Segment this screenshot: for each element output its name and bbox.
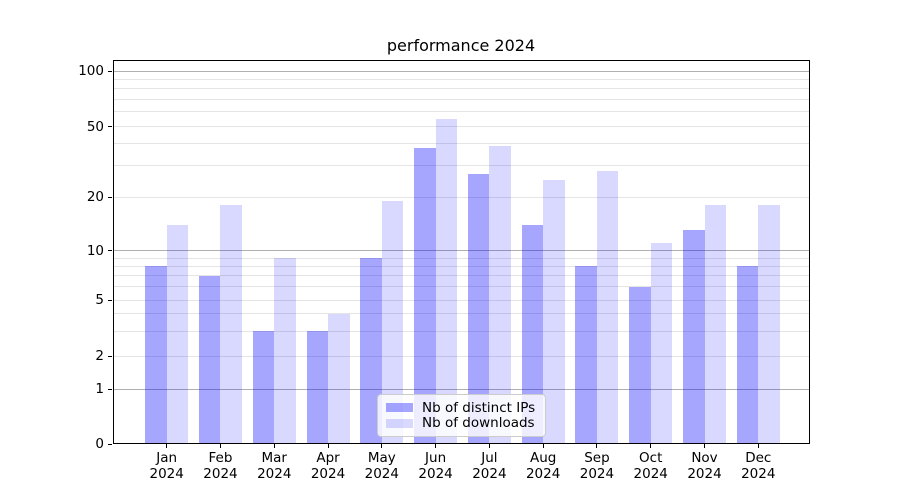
plot-area: [112, 60, 810, 445]
y-tick-label: 2: [95, 348, 104, 364]
bar-distinct-ips-mar: [252, 331, 275, 444]
minor-gridline: [112, 99, 810, 101]
minor-gridline: [112, 355, 810, 357]
minor-gridline: [112, 286, 810, 288]
bar-downloads-dec: [758, 205, 780, 444]
bar-downloads-jun: [435, 118, 458, 444]
legend-item-distinct-ips: Nb of distinct IPs: [386, 401, 537, 415]
x-tick-label: Sep 2024: [579, 450, 615, 482]
x-tick-label: Nov 2024: [687, 450, 722, 482]
minor-gridline: [112, 265, 810, 267]
x-tick-mark: [273, 444, 275, 448]
x-tick-label: Oct 2024: [633, 450, 668, 482]
x-tick-label: Mar 2024: [257, 450, 292, 482]
x-tick-label: Jan 2024: [149, 450, 184, 482]
bar-downloads-jul: [489, 145, 511, 444]
bar-distinct-ips-jun: [414, 147, 436, 444]
legend-label-downloads: Nb of downloads: [422, 415, 535, 432]
bar-downloads-feb: [220, 205, 242, 444]
y-tick-label: 100: [78, 63, 104, 79]
legend-label-distinct-ips: Nb of distinct IPs: [422, 399, 536, 416]
bar-downloads-may: [381, 200, 404, 444]
y-tick-mark: [108, 126, 112, 127]
chart-title: performance 2024: [386, 36, 536, 55]
x-tick-label: Aug 2024: [525, 450, 561, 482]
legend-swatch-distinct-ips: [386, 403, 413, 413]
bar-downloads-jan: [166, 224, 189, 444]
bar-downloads-oct: [650, 243, 673, 444]
minor-gridline: [112, 88, 810, 90]
minor-gridline: [112, 111, 810, 113]
bar-distinct-ips-apr: [306, 331, 329, 444]
bar-distinct-ips-dec: [736, 266, 759, 444]
bar-distinct-ips-aug: [521, 224, 544, 444]
minor-gridline: [112, 165, 810, 167]
bar-downloads-apr: [328, 313, 350, 444]
bar-distinct-ips-sep: [575, 266, 597, 444]
x-tick-mark: [596, 444, 598, 448]
bar-distinct-ips-nov: [683, 230, 705, 444]
x-tick-mark: [488, 444, 490, 448]
major-gridline: [112, 250, 810, 251]
x-tick-mark: [381, 444, 383, 448]
bar-downloads-nov: [704, 205, 726, 444]
y-tick-label: 50: [86, 118, 104, 135]
minor-gridline: [112, 257, 810, 259]
minor-gridline: [112, 330, 810, 332]
y-tick-mark: [108, 196, 112, 198]
y-tick-label: 20: [86, 189, 104, 205]
minor-gridline: [112, 299, 810, 301]
y-tick-label: 1: [95, 381, 104, 397]
bar-downloads-aug: [543, 179, 565, 444]
y-tick-label: 0: [95, 436, 104, 452]
x-tick-label: Feb 2024: [203, 450, 238, 482]
bar-distinct-ips-jan: [145, 266, 167, 444]
x-tick-mark: [757, 444, 759, 448]
minor-gridline: [112, 275, 810, 277]
legend-swatch-downloads: [386, 418, 413, 428]
x-tick-mark: [650, 444, 652, 448]
x-tick-mark: [704, 444, 705, 448]
y-tick-mark: [108, 299, 112, 301]
legend-item-downloads: Nb of downloads: [386, 416, 537, 430]
legend: Nb of distinct IPs Nb of downloads: [377, 394, 546, 437]
x-tick-label: Apr 2024: [310, 450, 346, 482]
x-tick-label: Dec 2024: [741, 450, 776, 482]
x-tick-label: Jun 2024: [418, 450, 453, 482]
minor-gridline: [112, 313, 810, 315]
minor-gridline: [112, 78, 810, 80]
y-tick-mark: [108, 388, 112, 390]
bar-distinct-ips-may: [360, 258, 382, 444]
y-tick-label: 10: [86, 242, 104, 259]
x-tick-mark: [435, 444, 437, 448]
x-tick-mark: [327, 444, 329, 448]
x-tick-mark: [219, 444, 221, 448]
y-tick-mark: [108, 443, 112, 445]
x-tick-mark: [166, 444, 168, 448]
x-tick-label: May 2024: [364, 450, 399, 482]
y-tick-mark: [108, 355, 112, 357]
bar-distinct-ips-jul: [467, 173, 490, 444]
minor-gridline: [112, 143, 810, 145]
x-tick-label: Jul 2024: [472, 450, 507, 482]
major-gridline: [112, 70, 810, 72]
bar-downloads-mar: [274, 258, 296, 444]
bar-distinct-ips-feb: [198, 275, 221, 444]
x-tick-mark: [542, 444, 544, 448]
y-tick-mark: [108, 70, 112, 72]
minor-gridline: [112, 126, 810, 127]
y-tick-label: 5: [95, 292, 104, 308]
major-gridline: [112, 388, 810, 390]
bar-distinct-ips-oct: [629, 286, 651, 444]
minor-gridline: [112, 196, 810, 198]
bar-downloads-sep: [596, 171, 619, 444]
y-tick-mark: [108, 250, 112, 251]
